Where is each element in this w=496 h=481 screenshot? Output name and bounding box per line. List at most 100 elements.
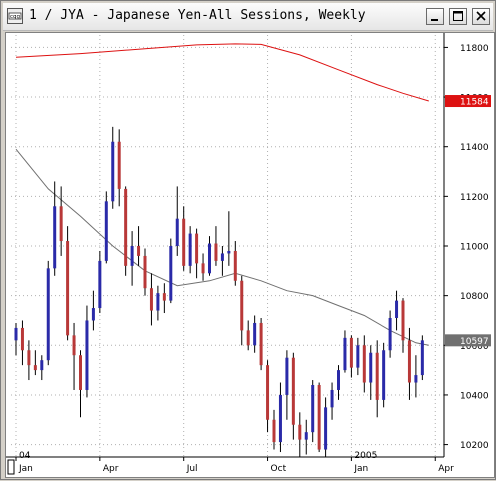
candle-down: [240, 280, 244, 331]
x-tick-label: Apr: [103, 464, 119, 474]
y-tick-label: 11200: [460, 193, 489, 203]
candle-down: [27, 350, 31, 366]
long-ma-price-box: [445, 95, 491, 108]
candle-down: [272, 419, 276, 443]
candle-up: [208, 243, 211, 274]
candle-up: [156, 293, 160, 311]
minimize-icon: [431, 19, 438, 21]
y-tick-label: 10400: [460, 391, 489, 401]
candle-up: [130, 246, 134, 266]
candle-down: [182, 218, 186, 266]
candle-up: [278, 394, 282, 443]
cqg-logo-icon: cqg: [7, 8, 23, 24]
candle-up: [420, 340, 424, 376]
candle-down: [33, 365, 37, 371]
candle-up: [104, 201, 108, 261]
candle-down: [137, 246, 141, 256]
maximize-icon: [453, 11, 463, 21]
candle-down: [266, 365, 270, 420]
candle-up: [304, 432, 308, 440]
x-year-label: 04: [19, 451, 31, 461]
candle-down: [195, 233, 199, 264]
candle-up: [227, 250, 231, 254]
candle-up: [46, 268, 50, 361]
x-tick-label: Oct: [271, 464, 287, 474]
maximize-button[interactable]: [449, 8, 467, 25]
candle-up: [169, 246, 173, 301]
candle-down: [401, 300, 405, 341]
candle-up: [98, 260, 102, 309]
short-ma-line: [15, 148, 429, 346]
x-tick-label: Jul: [186, 464, 198, 474]
y-tick-label: 11000: [460, 243, 489, 253]
window-title: 1 / JYA - Japanese Yen-All Sessions, Wee…: [29, 8, 366, 23]
candle-down: [349, 337, 353, 368]
candle-up: [311, 385, 315, 433]
candle-up: [91, 308, 95, 321]
candle-up: [220, 253, 224, 261]
candle-up: [382, 350, 386, 400]
candle-up: [395, 300, 399, 318]
chart-area[interactable]: 1180011600114001120011000108001060010400…: [5, 32, 495, 478]
candle-down: [214, 243, 218, 261]
current-price-box: [445, 334, 491, 347]
candle-down: [149, 288, 153, 311]
candle-up: [175, 218, 179, 246]
candle-up: [388, 317, 392, 351]
candle-up: [253, 322, 257, 346]
candle-down: [59, 206, 63, 242]
candle-up: [414, 375, 418, 383]
candlestick-chart: 1180011600114001120011000108001060010400…: [6, 33, 491, 475]
candle-down: [407, 340, 411, 383]
candle-down: [233, 250, 237, 281]
y-tick-label: 10200: [460, 441, 489, 451]
candle-down: [124, 188, 128, 266]
scroll-marker: [7, 459, 15, 475]
x-year-label: 2005: [354, 451, 377, 461]
candle-up: [53, 206, 57, 269]
current-price-label: 10597: [460, 337, 489, 347]
candle-down: [375, 352, 379, 400]
candle-up: [337, 370, 340, 390]
candle-down: [291, 357, 295, 425]
candle-down: [201, 263, 205, 274]
candle-down: [259, 322, 263, 366]
candle-down: [20, 327, 24, 351]
y-tick-label: 11400: [460, 143, 489, 153]
y-tick-label: 11800: [460, 44, 489, 54]
candle-down: [66, 241, 70, 336]
candle-down: [117, 141, 121, 189]
candle-up: [14, 327, 18, 341]
candle-down: [298, 424, 302, 440]
candle-down: [72, 335, 76, 356]
candle-up: [285, 357, 289, 395]
x-tick-label: Apr: [438, 464, 454, 474]
x-tick-label: Jan: [18, 464, 33, 474]
candle-down: [362, 345, 366, 383]
title-bar[interactable]: cqg 1 / JYA - Japanese Yen-All Sessions,…: [3, 3, 493, 31]
close-icon: [476, 11, 486, 21]
y-tick-label: 10800: [460, 292, 489, 302]
candle-up: [330, 389, 334, 408]
svg-text:cqg: cqg: [10, 14, 20, 20]
candle-up: [85, 320, 89, 390]
candle-up: [111, 141, 115, 202]
candle-up: [343, 337, 347, 371]
x-tick-label: Jan: [353, 464, 368, 474]
long-ma-price-label: 11584: [460, 98, 489, 108]
candle-down: [162, 293, 166, 301]
candle-up: [188, 233, 192, 266]
close-button[interactable]: [472, 8, 490, 25]
candle-down: [79, 355, 82, 390]
candle-up: [324, 407, 328, 450]
long-ma-line: [15, 43, 429, 102]
candle-down: [317, 385, 321, 450]
candle-down: [246, 330, 250, 346]
candle-up: [40, 360, 44, 371]
candle-up: [369, 352, 373, 383]
candle-down: [143, 255, 147, 289]
minimize-button[interactable]: [426, 8, 444, 25]
y-tick-label: 10600: [460, 342, 489, 352]
candle-up: [356, 345, 360, 368]
